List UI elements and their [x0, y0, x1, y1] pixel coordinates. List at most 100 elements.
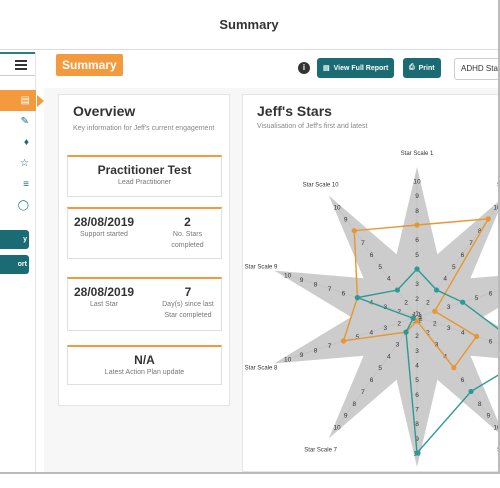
series-point — [451, 365, 457, 371]
report-icon: ▤ — [323, 65, 330, 72]
summary-tab[interactable]: Summary — [56, 54, 123, 76]
action-plan-value: N/A — [134, 353, 155, 367]
series-point — [414, 222, 420, 228]
axis-line — [333, 316, 418, 433]
print-label: Print — [418, 64, 435, 72]
axis-line — [281, 316, 418, 362]
tick-label: 1 — [418, 311, 422, 318]
series-point — [410, 315, 416, 321]
tick-label: 1 — [413, 311, 417, 318]
info-icon[interactable]: i — [298, 62, 310, 74]
series-point — [340, 338, 347, 344]
tick-label: 2 — [397, 320, 401, 327]
practitioner-card: Practitioner Test Lead Practitioner — [67, 155, 222, 197]
tick-label: 4 — [387, 276, 391, 283]
adhd-star-select[interactable]: ADHD Star — [454, 58, 500, 80]
support-started-date: 28/08/2019 — [74, 215, 135, 229]
tick-label: 2 — [426, 299, 430, 306]
sidebar-item-comments[interactable]: ◯ — [0, 195, 35, 216]
sidebar-button-1[interactable]: y — [0, 230, 29, 249]
tick-label: 2 — [433, 320, 437, 327]
tick-label: 6 — [370, 252, 374, 259]
tick-label: 6 — [370, 377, 374, 384]
tick-label: 5 — [475, 295, 479, 302]
tick-label: 8 — [352, 401, 356, 408]
axis-line — [416, 316, 500, 432]
series-point — [468, 388, 474, 395]
tick-label: 5 — [452, 264, 456, 271]
tick-label: 1 — [415, 311, 419, 318]
title-bar: Summary — [0, 0, 498, 50]
stars-completed-label: No. Stars completed — [171, 231, 204, 249]
axis-line — [333, 201, 418, 318]
tick-label: 1 — [419, 316, 423, 323]
stars-completed-count: 2 — [184, 215, 191, 229]
action-plan-card: N/A Latest Action Plan update — [67, 345, 222, 385]
tick-label: 5 — [356, 334, 360, 341]
overview-description: Key information for Jeff's current engag… — [73, 125, 215, 132]
tick-label: 9 — [344, 216, 348, 223]
stars-description: Visualisation of Jeff's first and latest — [257, 123, 368, 130]
stars-panel: Jeff's Stars Visualisation of Jeff's fir… — [242, 94, 500, 472]
sidebar-button-2[interactable]: ort — [0, 255, 29, 274]
tick-label: 7 — [469, 240, 473, 247]
tick-label: 9 — [415, 436, 419, 443]
tick-label: 9 — [487, 413, 491, 420]
series-point — [414, 450, 420, 456]
tick-label: 7 — [361, 240, 365, 247]
tick-label: 4 — [387, 353, 391, 360]
tick-label: 6 — [342, 291, 346, 298]
tick-label: 2 — [415, 333, 419, 340]
sidebar-item-layers[interactable]: ♦ — [0, 132, 35, 153]
tick-label: 5 — [378, 365, 382, 372]
window-title: Summary — [219, 17, 279, 32]
tick-label: 2 — [415, 296, 419, 303]
action-plan-label: Latest Action Plan update — [104, 369, 185, 376]
tick-label: 6 — [489, 291, 493, 298]
tick-label: 9 — [415, 193, 419, 200]
series-point — [414, 266, 420, 272]
print-button[interactable]: ⎙ Print — [403, 58, 441, 78]
tick-label: 9 — [344, 413, 348, 420]
star-background — [274, 167, 500, 467]
list-icon: ≡ — [23, 179, 29, 190]
comment-icon: ◯ — [17, 200, 29, 211]
edit-icon: ✎ — [20, 116, 29, 127]
tick-label: 2 — [397, 309, 401, 316]
tick-label: 8 — [478, 401, 482, 408]
last-star-card: 28/08/2019 Last Star 7 Day(s) since last… — [67, 277, 222, 331]
axis-line — [416, 289, 500, 318]
stars-title: Jeff's Stars — [257, 103, 332, 119]
scale-label: Star Scale 10 — [303, 182, 340, 188]
series-point — [414, 318, 420, 324]
tick-label: 6 — [461, 377, 465, 384]
view-full-report-button[interactable]: ▤ View Full Report — [317, 58, 395, 78]
series-point — [485, 216, 491, 222]
tick-label: 7 — [361, 389, 365, 396]
tick-label: 6 — [461, 252, 465, 259]
tick-label: 4 — [415, 363, 419, 370]
tick-label: 1 — [419, 313, 423, 320]
tick-label: 10 — [284, 357, 292, 364]
tick-label: 5 — [378, 264, 382, 271]
tick-label: 3 — [415, 348, 419, 355]
tick-label: 6 — [489, 338, 493, 345]
tick-label: 8 — [314, 282, 318, 289]
series-point — [432, 308, 438, 314]
tick-label: 6 — [415, 392, 419, 399]
tick-label: 5 — [415, 377, 419, 384]
sidebar-item-summary[interactable]: ▤ — [0, 90, 44, 111]
menu-toggle[interactable] — [0, 52, 35, 76]
sidebar-item-list[interactable]: ≡ — [0, 174, 35, 195]
series-point — [433, 287, 440, 293]
scale-label: Star Scale 1 — [401, 151, 434, 157]
sidebar-item-star[interactable]: ☆ — [0, 153, 35, 174]
sidebar-item-edit[interactable]: ✎ — [0, 111, 35, 132]
scale-label: Star Scale 9 — [245, 264, 278, 270]
hamburger-icon — [15, 59, 27, 70]
tick-label: 8 — [314, 347, 318, 354]
tick-label: 8 — [415, 421, 419, 428]
tick-label: 8 — [415, 208, 419, 215]
tick-label: 6 — [415, 237, 419, 244]
